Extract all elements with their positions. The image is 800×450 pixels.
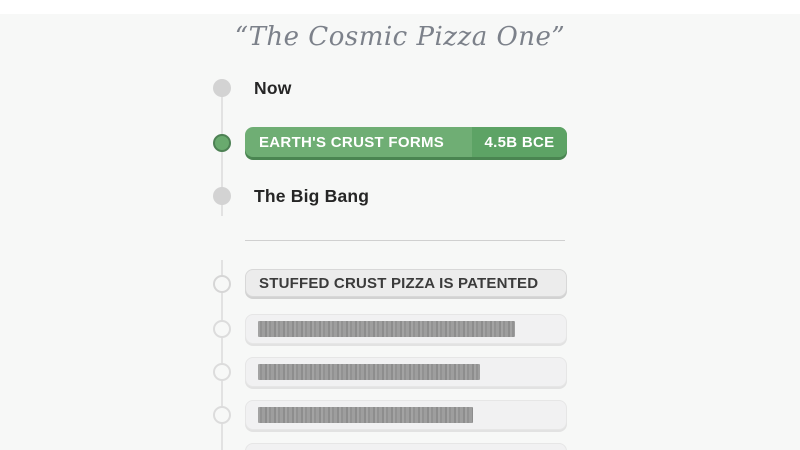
placed-card-title: EARTH'S CRUST FORMS [259,133,445,151]
hidden-card-1 [245,314,567,344]
timeline-line-top [221,88,223,216]
deck-title: “The Cosmic Pizza One” [234,22,566,52]
redacted-text-bar [258,364,480,380]
timeline-dot-origin [213,187,231,205]
placed-card-date-badge: 4.5B BCE [472,127,567,157]
hidden-card-2 [245,357,567,387]
timeline-dot-placed-card [213,134,231,152]
redacted-text-bar [258,321,515,337]
timeline-ring-hidden-3 [213,406,231,424]
timeline-label-origin: The Big Bang [254,186,370,206]
placed-card: EARTH'S CRUST FORMS 4.5B BCE [245,127,567,157]
timeline-divider [245,240,565,241]
timeline-label-now: Now [254,78,292,98]
hidden-card-3 [245,400,567,430]
top-band [0,0,800,14]
hidden-card-partial [245,443,567,450]
timeline-line-bottom [221,260,223,450]
timeline-ring-hidden-1 [213,320,231,338]
timeline-dot-now [213,79,231,97]
next-card-title: STUFFED CRUST PIZZA IS PATENTED [259,274,539,292]
next-card[interactable]: STUFFED CRUST PIZZA IS PATENTED [245,269,567,297]
redacted-text-bar [258,407,473,423]
timeline-ring-hidden-2 [213,363,231,381]
timeline-ring-next-card [213,275,231,293]
